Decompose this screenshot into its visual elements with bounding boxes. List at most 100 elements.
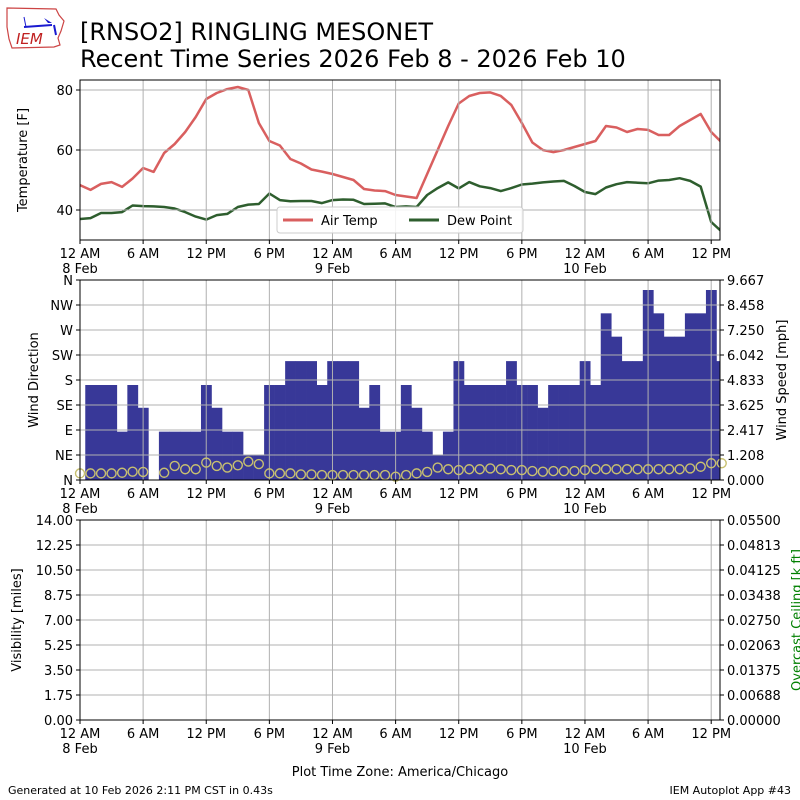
wind-direction-bar (369, 385, 381, 480)
wind-speed-point (169, 460, 180, 472)
visibility-panel: 0.00 1.75 3.50 5.25 7.00 8.75 10.50 12.25 14.00 0… (10, 514, 800, 757)
x-date-label: 9 Feb (315, 262, 350, 277)
wind-speed-point (127, 466, 138, 477)
y-tick-label: 10.50 (36, 564, 73, 579)
x-tick-label: 12 PM (186, 487, 226, 502)
wind-speed-point (548, 465, 559, 477)
wind-direction-bar (253, 455, 265, 480)
wind-direction-bar (243, 455, 254, 480)
wind-direction-bar (232, 431, 244, 480)
wind-direction-bar (337, 361, 349, 480)
x-tick-label: 12 AM (565, 247, 606, 262)
wind-direction-bar (190, 431, 202, 480)
wind-direction-bar (716, 361, 720, 480)
wind-direction-bar (421, 431, 433, 480)
x-tick-label: 6 AM (379, 727, 412, 742)
y-tick-label: NE (55, 449, 73, 464)
y-right-axis-label: Wind Speed [mph] (775, 320, 790, 441)
y-tick-label: 12.25 (36, 539, 73, 554)
wind-speed-point (527, 465, 538, 477)
y-tick-label: 40 (56, 204, 73, 219)
y-right-tick-label: 2.417 (727, 424, 764, 439)
wind-speed-point (179, 464, 191, 475)
wind-speed-point (253, 458, 265, 470)
wind-direction-bar (495, 385, 507, 480)
wind-speed-point (600, 464, 612, 475)
wind-speed-point (243, 456, 254, 467)
y-tick-label: NW (50, 299, 73, 314)
x-date-label: 9 Feb (315, 742, 350, 757)
x-date-label: 8 Feb (62, 502, 97, 517)
wind-direction-bar (116, 431, 128, 480)
x-tick-label: 12 AM (565, 727, 606, 742)
x-tick-label: 6 PM (506, 727, 537, 742)
y-right-tick-label: 0.02063 (727, 639, 781, 654)
y-tick-label: 3.50 (44, 664, 73, 679)
x-date-label: 10 Feb (563, 502, 607, 517)
wind-direction-bar (548, 385, 559, 480)
y-right-tick-label: 0.02750 (727, 614, 781, 629)
wind-speed-point (190, 464, 201, 475)
x-tick-label: 12 AM (312, 247, 353, 262)
wind-direction-bar (569, 385, 580, 480)
wind-direction-bar (85, 385, 97, 480)
iem-logo: IEM (4, 5, 66, 55)
x-tick-label: 12 PM (691, 727, 731, 742)
wind-speed-point (411, 468, 422, 479)
wind-speed-point (558, 465, 570, 477)
wind-speed-point (716, 458, 727, 469)
wind-direction-bar (222, 431, 233, 480)
y-right-tick-label: 6.042 (727, 349, 764, 364)
legend-dew-point: Dew Point (447, 214, 512, 229)
y-tick-label: 60 (56, 144, 73, 159)
y-tick-label: 8.75 (44, 589, 73, 604)
x-tick-label: 6 AM (632, 727, 665, 742)
wind-direction-bar (663, 336, 675, 480)
svg-text:IEM: IEM (16, 30, 43, 48)
x-tick-label: 6 AM (632, 247, 665, 262)
wind-direction-bar (295, 361, 307, 480)
x-tick-label: 12 AM (312, 727, 353, 742)
wind-direction-bar (432, 455, 444, 480)
wind-speed-point (674, 464, 685, 475)
wind-direction-bar (558, 385, 570, 480)
y-right-axis-label: Overcast Ceiling [k ft] (790, 549, 800, 691)
plot-area (85, 290, 720, 480)
y-right-tick-label: 0.03438 (727, 589, 781, 604)
x-axis-label: Plot Time Zone: America/Chicago (292, 765, 508, 780)
wind-speed-point (474, 464, 485, 475)
wind-speed-point (537, 466, 549, 477)
wind-speed-point (443, 464, 454, 475)
wind-speed-point (232, 460, 244, 471)
x-tick-label: 12 PM (691, 247, 731, 262)
x-tick-label: 12 PM (186, 247, 226, 262)
y-axis-label: Wind Direction (27, 332, 42, 428)
y-tick-label: SW (52, 349, 73, 364)
y-tick-label: E (65, 424, 73, 439)
wind-speed-point (485, 463, 496, 474)
y-right-tick-label: 7.250 (727, 324, 764, 339)
wind-speed-point (506, 464, 517, 476)
y-right-tick-label: 4.833 (727, 374, 764, 389)
x-tick-label: 12 PM (691, 487, 731, 502)
y-tick-label: 80 (56, 84, 73, 99)
temperature-legend: Air Temp Dew Point (276, 206, 524, 234)
plot-frame (79, 79, 721, 241)
x-tick-label: 6 AM (379, 487, 412, 502)
wind-direction-bar (316, 385, 328, 480)
y-right-tick-label: 0.01375 (727, 664, 781, 679)
wind-speed-point (632, 464, 643, 475)
wind-direction-bar (474, 385, 486, 480)
wind-speed-point (495, 464, 506, 475)
chart-title: [RNSO2] RINGLING MESONET (80, 18, 434, 46)
wind-speed-point (137, 466, 149, 478)
wind-direction-bar (674, 336, 686, 480)
x-tick-label: 6 PM (254, 247, 285, 262)
x-tick-label: 6 AM (379, 247, 412, 262)
wind-direction-bar (611, 336, 623, 480)
y-right-tick-label: 0.000 (727, 474, 764, 489)
y-tick-label: W (60, 324, 73, 339)
y-right-tick-label: 9.667 (727, 274, 764, 289)
x-tick-label: 6 AM (127, 727, 160, 742)
wind-panel: N NE E SE S SW W NW N 0.000 1.208 2.417 3.625 4.833 6.… (27, 274, 790, 517)
